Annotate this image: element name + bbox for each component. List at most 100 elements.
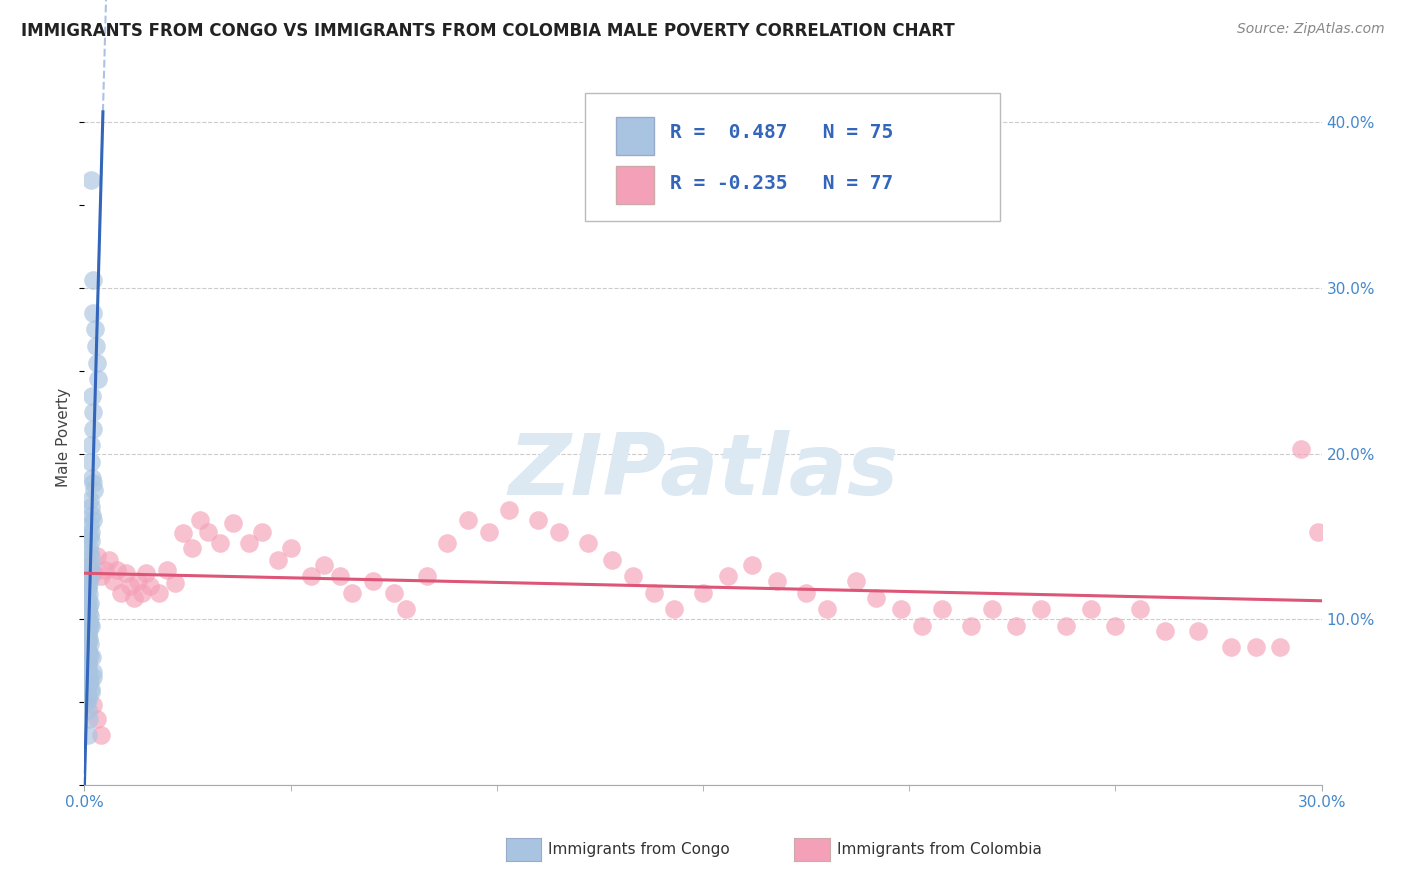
Point — [77, 645, 100, 659]
Text: Immigrants from Colombia: Immigrants from Colombia — [837, 842, 1042, 857]
Point — [77, 615, 100, 630]
Point — [79, 637, 101, 651]
Point — [79, 622, 101, 636]
Point — [86, 712, 108, 726]
Point — [76, 695, 98, 709]
Point — [1154, 624, 1177, 638]
Point — [110, 586, 132, 600]
Point — [82, 405, 104, 419]
Point — [890, 602, 912, 616]
Point — [77, 602, 100, 616]
Bar — [616, 166, 654, 204]
Point — [77, 657, 100, 671]
Point — [77, 647, 100, 661]
Point — [79, 648, 101, 663]
Point — [280, 541, 302, 555]
Point — [165, 575, 187, 590]
Point — [79, 609, 101, 624]
Point — [197, 524, 219, 539]
Point — [960, 619, 983, 633]
Point — [741, 558, 763, 572]
Point — [1306, 524, 1329, 539]
Point — [122, 591, 145, 605]
Text: Immigrants from Congo: Immigrants from Congo — [548, 842, 730, 857]
Point — [114, 566, 136, 580]
Point — [1054, 619, 1077, 633]
Point — [547, 524, 569, 539]
Point — [77, 662, 100, 676]
Point — [82, 471, 104, 485]
Point — [79, 529, 101, 543]
Text: R = -0.235   N = 77: R = -0.235 N = 77 — [669, 174, 893, 193]
Point — [1187, 624, 1209, 638]
Point — [79, 541, 101, 555]
Point — [77, 592, 100, 607]
Point — [80, 650, 103, 665]
Point — [79, 712, 101, 726]
Point — [76, 629, 98, 643]
Point — [794, 586, 817, 600]
Point — [1244, 640, 1267, 655]
Point — [105, 563, 128, 577]
Bar — [616, 117, 654, 155]
Point — [77, 703, 100, 717]
Point — [156, 563, 179, 577]
Point — [83, 483, 105, 497]
Point — [77, 625, 100, 640]
Point — [103, 574, 125, 589]
Point — [77, 644, 100, 658]
Point — [498, 503, 520, 517]
Point — [527, 513, 550, 527]
Point — [77, 679, 100, 693]
Point — [382, 586, 405, 600]
Point — [80, 389, 103, 403]
Point — [77, 689, 100, 703]
Point — [79, 493, 101, 508]
Point — [82, 273, 104, 287]
Point — [1270, 640, 1292, 655]
Text: Source: ZipAtlas.com: Source: ZipAtlas.com — [1237, 22, 1385, 37]
Y-axis label: Male Poverty: Male Poverty — [56, 387, 72, 487]
Point — [83, 322, 105, 336]
Point — [86, 355, 108, 369]
Point — [267, 552, 290, 566]
Point — [79, 438, 101, 452]
Point — [79, 619, 101, 633]
Point — [77, 571, 100, 585]
Point — [82, 476, 104, 491]
Point — [82, 698, 104, 713]
Point — [77, 579, 100, 593]
Point — [139, 579, 162, 593]
Point — [477, 524, 499, 539]
Point — [312, 558, 335, 572]
Point — [865, 591, 887, 605]
Point — [76, 667, 98, 681]
Point — [77, 606, 100, 620]
Point — [86, 372, 108, 386]
Point — [717, 569, 740, 583]
Point — [80, 558, 103, 572]
Point — [299, 569, 322, 583]
Point — [76, 728, 98, 742]
Point — [79, 575, 101, 590]
Point — [436, 536, 458, 550]
Point — [84, 339, 107, 353]
Point — [209, 536, 232, 550]
Point — [82, 665, 104, 680]
Point — [621, 569, 644, 583]
Point — [82, 422, 104, 436]
Text: R =  0.487   N = 75: R = 0.487 N = 75 — [669, 123, 893, 142]
Point — [80, 534, 103, 549]
Point — [1289, 442, 1312, 456]
Point — [80, 455, 103, 469]
Point — [222, 516, 245, 531]
Point — [127, 574, 149, 589]
Point — [148, 586, 170, 600]
Point — [98, 552, 121, 566]
Point — [80, 500, 103, 514]
Point — [77, 654, 100, 668]
Point — [1104, 619, 1126, 633]
Point — [600, 552, 623, 566]
Point — [395, 602, 418, 616]
Point — [94, 563, 117, 577]
